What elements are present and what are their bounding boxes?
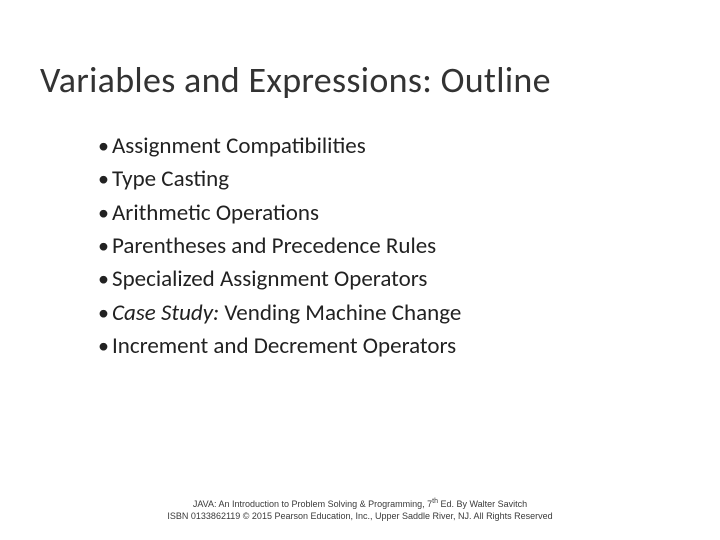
list-item: Assignment Compatibilities [98,130,680,163]
list-item: Arithmetic Operations [98,197,680,230]
footer-text: Ed. By Walter Savitch [438,499,527,509]
footer-line-1: JAVA: An Introduction to Problem Solving… [0,497,720,510]
bullet-text: Vending Machine Change [219,299,461,327]
bullet-text: Specialized Assignment Operators [112,265,427,293]
slide-title: Variables and Expressions: Outline [40,58,680,102]
slide-footer: JAVA: An Introduction to Problem Solving… [0,497,720,522]
list-item: Specialized Assignment Operators [98,263,680,296]
list-item: Case Study: Vending Machine Change [98,297,680,330]
bullet-text: Parentheses and Precedence Rules [112,232,436,260]
bullet-text: Increment and Decrement Operators [112,332,456,360]
list-item: Increment and Decrement Operators [98,330,680,363]
bullet-text-italic: Case Study: [112,299,219,327]
bullet-text: Assignment Compatibilities [112,132,366,160]
list-item: Type Casting [98,163,680,196]
bullet-text: Type Casting [112,165,229,193]
bullet-text: Arithmetic Operations [112,199,319,227]
slide-container: Variables and Expressions: Outline Assig… [0,0,720,540]
footer-line-2: ISBN 0133862119 © 2015 Pearson Education… [0,510,720,522]
list-item: Parentheses and Precedence Rules [98,230,680,263]
outline-list: Assignment Compatibilities Type Casting … [40,130,680,363]
footer-text: JAVA: An Introduction to Problem Solving… [193,499,432,509]
